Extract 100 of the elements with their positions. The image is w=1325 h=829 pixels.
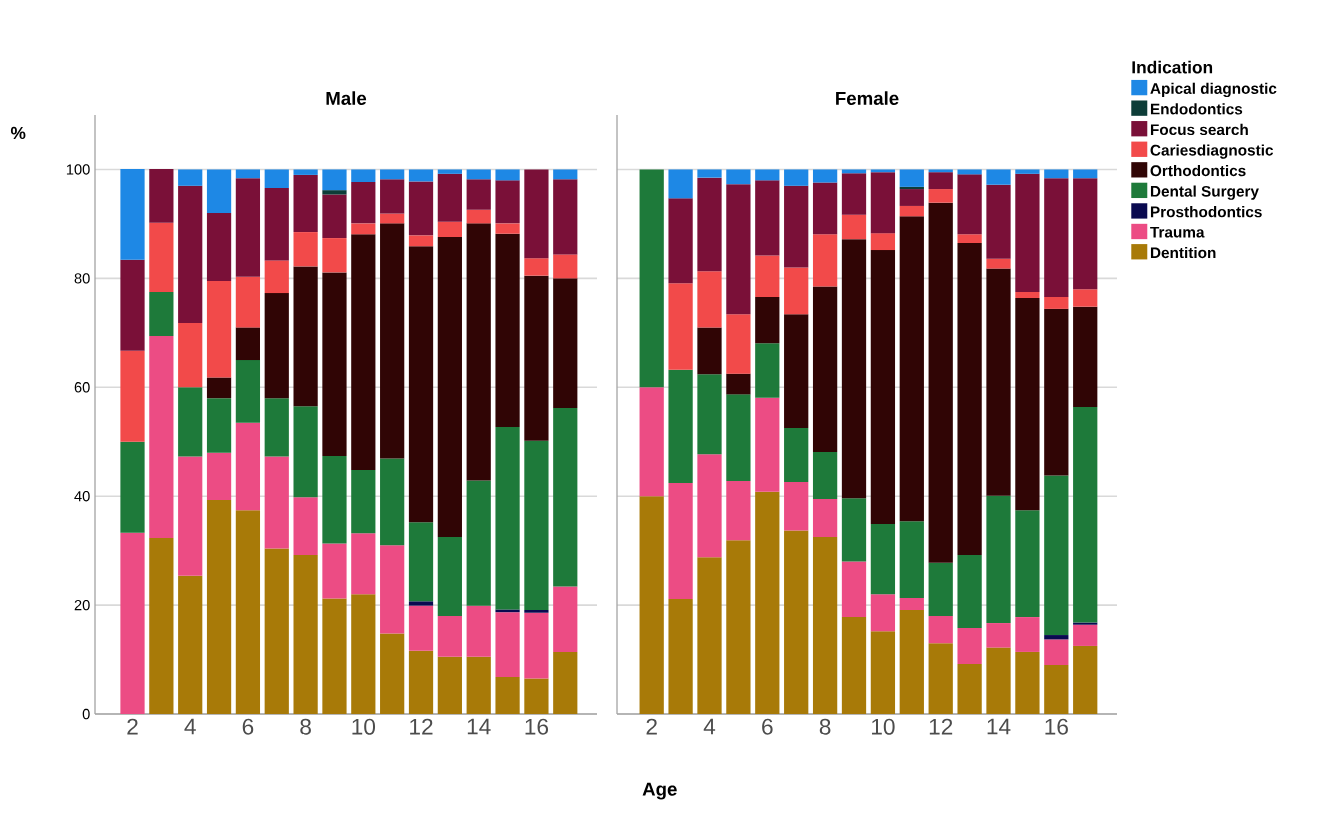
- x-tick-label: 6: [242, 718, 254, 735]
- bar: [841, 561, 867, 618]
- bar: [322, 543, 347, 599]
- legend-label: Dentition: [1150, 246, 1216, 259]
- bar: [408, 522, 434, 602]
- bar: [899, 169, 924, 187]
- bar: [841, 214, 867, 240]
- x-tick-label: 10: [352, 718, 376, 735]
- bar: [351, 181, 376, 224]
- x-tick-label: 14: [987, 718, 1011, 735]
- bar: [380, 179, 405, 214]
- bar: [380, 633, 405, 715]
- bar: [697, 327, 722, 375]
- x-tick-label: 8: [819, 718, 831, 735]
- bar: [1073, 624, 1098, 646]
- bar: [784, 267, 809, 315]
- bar: [466, 179, 491, 210]
- bar: [553, 254, 578, 279]
- bar: [1044, 178, 1069, 297]
- bar: [870, 631, 896, 715]
- bar: [437, 169, 462, 174]
- bar: [293, 555, 318, 715]
- bar: [495, 427, 520, 610]
- bar: [668, 369, 693, 484]
- x-tick-label: 10: [872, 718, 895, 735]
- x-tick-label: 12: [410, 718, 433, 735]
- bar: [812, 182, 838, 235]
- bar: [120, 441, 145, 533]
- bar: [1015, 169, 1040, 174]
- bar: [322, 190, 347, 195]
- bar: [1015, 297, 1040, 511]
- bar: [1073, 289, 1098, 307]
- bar: [206, 281, 232, 378]
- bar: [928, 615, 953, 644]
- bar: [466, 223, 491, 481]
- bar: [351, 594, 376, 715]
- bar: [899, 610, 924, 715]
- bar: [870, 594, 896, 632]
- bar: [206, 213, 232, 282]
- bar: [784, 185, 809, 268]
- bar: [322, 238, 347, 273]
- legend-label: Orthodontics: [1150, 164, 1246, 177]
- bar: [264, 169, 289, 188]
- bar: [784, 482, 809, 531]
- bar: [899, 521, 924, 599]
- bar: [1044, 296, 1069, 309]
- bar: [408, 601, 434, 606]
- bar: [495, 180, 520, 224]
- bar: [149, 291, 174, 337]
- bar: [841, 617, 867, 715]
- bar: [812, 286, 838, 453]
- bar: [553, 407, 578, 587]
- bar: [120, 350, 145, 442]
- bar: [755, 397, 780, 492]
- bar: [957, 174, 982, 235]
- bar: [957, 234, 982, 243]
- bar: [726, 169, 751, 185]
- bar: [870, 233, 896, 251]
- bar: [293, 232, 318, 267]
- bar: [928, 169, 953, 173]
- bar: [495, 676, 520, 715]
- x-tick-label: 4: [184, 718, 196, 735]
- bar: [524, 612, 549, 679]
- bar: [351, 169, 376, 182]
- bar: [1015, 291, 1040, 298]
- bar: [264, 456, 289, 549]
- bar: [726, 184, 751, 315]
- bar: [784, 428, 809, 483]
- bar: [524, 610, 549, 613]
- bar: [668, 198, 693, 284]
- bar: [697, 374, 722, 455]
- bar: [986, 184, 1011, 259]
- bar: [322, 272, 347, 456]
- x-axis-title: Age: [642, 782, 677, 800]
- x-tick-label: 16: [1045, 718, 1068, 735]
- bar: [351, 223, 376, 235]
- bar: [841, 498, 867, 562]
- y-tick-label: 0: [82, 708, 90, 720]
- legend-label: Prosthodontics: [1150, 206, 1262, 218]
- bar: [841, 173, 867, 215]
- bar: [322, 455, 347, 544]
- bar: [293, 174, 318, 233]
- bar: [553, 179, 578, 255]
- bar: [812, 169, 838, 183]
- legend-label: Focus search: [1150, 123, 1248, 136]
- y-tick-label: 40: [74, 491, 90, 502]
- bar: [697, 177, 722, 272]
- bar: [235, 327, 261, 361]
- bar: [957, 169, 982, 175]
- bar: [986, 268, 1011, 496]
- bar: [235, 360, 261, 423]
- bar: [408, 246, 434, 523]
- bar: [437, 236, 462, 538]
- bar: [495, 612, 520, 677]
- bar: [899, 216, 924, 522]
- bar: [322, 598, 347, 715]
- bar: [149, 168, 174, 223]
- bar: [380, 545, 405, 634]
- bar: [928, 172, 953, 190]
- bar: [957, 663, 982, 715]
